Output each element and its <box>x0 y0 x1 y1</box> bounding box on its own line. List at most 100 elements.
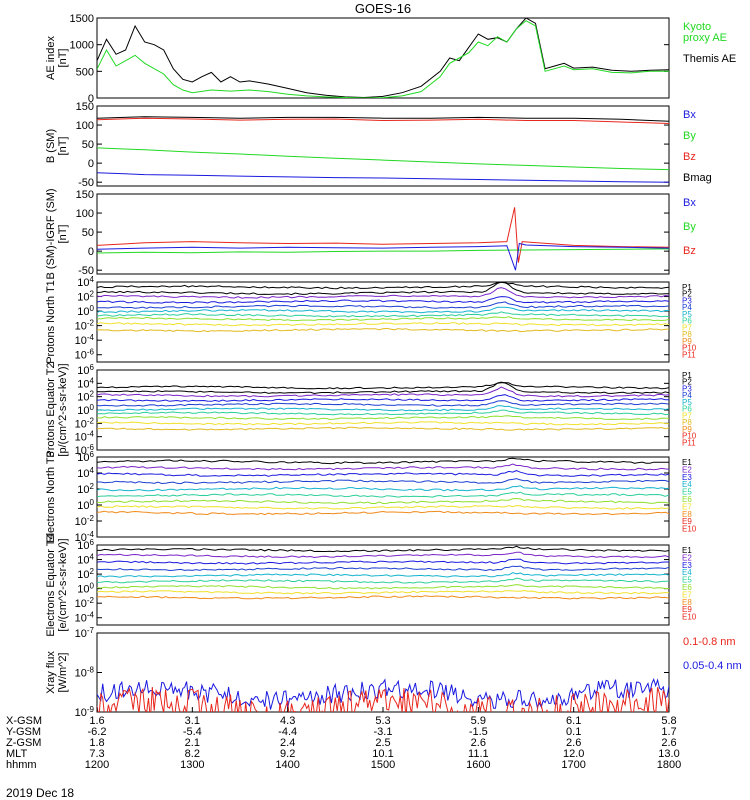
series-line-E5 <box>97 572 669 578</box>
y-tick-label: 10-4 <box>75 430 95 444</box>
y-tick-label: 102 <box>77 390 94 404</box>
y-tick-label: 100 <box>77 582 94 596</box>
x-tick-label: 1200 <box>85 759 109 771</box>
series-line-P10 <box>97 327 669 333</box>
legend-label: E8 <box>682 510 692 519</box>
y-tick-label: 104 <box>77 376 94 390</box>
legend-label: P11 <box>682 438 696 447</box>
y-tick-label: 100 <box>76 208 94 220</box>
legend-label: P3 <box>682 296 692 305</box>
series-line-E6 <box>97 491 669 498</box>
legend-label: E3 <box>682 561 692 570</box>
y-axis-title: AE index[nT] <box>45 35 69 80</box>
x-tick-label: 1700 <box>561 759 585 771</box>
legend-label: P5 <box>682 398 692 407</box>
x-tick-label: 5.8 <box>661 715 676 727</box>
x-tick-label: 1400 <box>275 759 299 771</box>
series-line-E6 <box>97 577 669 584</box>
legend-label: E1 <box>682 546 692 555</box>
date-label: 2019 Dec 18 <box>6 786 74 800</box>
x-tick-label: 2.6 <box>661 737 676 749</box>
y-tick-label: 50 <box>82 139 94 151</box>
panel-frame <box>96 281 670 363</box>
y-tick-label: 102 <box>77 567 94 581</box>
series-line-By <box>97 147 669 171</box>
y-tick-label: 10-7 <box>75 626 95 640</box>
series-line-E1 <box>97 545 669 553</box>
x-row-label: Z-GSM <box>6 737 41 749</box>
series-line-E7 <box>97 584 669 590</box>
series-line-P1 <box>97 282 669 290</box>
x-tick-label: 2.1 <box>185 737 200 749</box>
x-tick-label: 4.3 <box>280 715 295 727</box>
legend-label: proxy AE <box>683 32 727 44</box>
y-tick-label: 10-2 <box>75 416 95 430</box>
series-line-P4 <box>97 394 669 402</box>
y-axis-title: B (SM)-IGRF (SM)[nT] <box>45 188 69 279</box>
x-row-label: MLT <box>6 748 27 760</box>
y-tick-label: 100 <box>77 403 94 417</box>
y-tick-label: 150 <box>76 101 94 113</box>
panel-series <box>97 116 669 183</box>
legend-label: P2 <box>682 378 692 387</box>
series-line-P6 <box>97 306 669 314</box>
panel-frame <box>96 193 670 275</box>
y-tick-label: -50 <box>78 177 94 189</box>
x-tick-label: 1.7 <box>661 726 676 738</box>
legend-label: P4 <box>682 391 692 400</box>
y-tick-label: 100 <box>77 498 94 512</box>
legend-label: E7 <box>682 590 692 599</box>
panel-series <box>97 207 669 271</box>
legend-label: P3 <box>682 384 692 393</box>
legend-label: E4 <box>682 480 692 489</box>
x-tick-label: 8.2 <box>185 748 200 760</box>
panel-7: Xray flux[W/m^2] 0.1-0.8 nm 0.05-0.4 nm <box>45 632 742 713</box>
x-tick-label: 1.6 <box>89 715 104 727</box>
y-tick-label: 100 <box>77 304 94 318</box>
y-tick-label: 10-4 <box>75 530 95 544</box>
legend-label: E10 <box>682 613 697 622</box>
legend-label: P6 <box>682 317 692 326</box>
y-axis-title: Xray flux[W/m^2] <box>45 651 69 694</box>
series-line-E3 <box>97 558 669 565</box>
legend-label: P9 <box>682 337 692 346</box>
series-line-P5 <box>97 400 669 407</box>
series-line-Bz <box>97 117 669 124</box>
series-line-E9 <box>97 595 669 600</box>
series-line-Themis AE <box>97 18 669 98</box>
y-tick-label: 1500 <box>70 13 94 25</box>
x-tick-label: 9.2 <box>280 748 295 760</box>
figure-title: GOES-16 <box>355 1 411 16</box>
y-axis-title: Electrons Equator T4[e/(cm^2-s-sr-keV)] <box>45 533 69 636</box>
x-row-label: X-GSM <box>6 715 42 727</box>
y-tick-label: 10-8 <box>75 666 95 680</box>
series-line-P3 <box>97 386 669 398</box>
panel-4: Protons Equator T2[p/(cm^2-s-sr-keV)] P1P… <box>45 362 697 457</box>
series-line-By <box>97 248 669 254</box>
legend-label: E3 <box>682 473 692 482</box>
series-line-Bz <box>97 207 669 263</box>
series-line-E9 <box>97 510 669 516</box>
y-tick-label: 10-2 <box>75 596 95 610</box>
legend-label: E10 <box>682 525 697 534</box>
legend-label: 0.05-0.4 nm <box>683 660 742 672</box>
x-row-label: hhmm <box>6 759 37 771</box>
legend-label: E4 <box>682 568 692 577</box>
legend-label: E2 <box>682 465 692 474</box>
series-line-E5 <box>97 485 669 492</box>
legend-label: E9 <box>682 605 692 614</box>
y-tick-label: 104 <box>77 466 94 480</box>
x-tick-label: 5.3 <box>375 715 390 727</box>
y-tick-label: 106 <box>77 363 94 377</box>
panel-1: B (SM)[nT] Bx By Bz Bmag <box>45 105 712 187</box>
x-tick-label: -4.4 <box>278 726 297 738</box>
series-line-Kyoto proxy AE <box>97 20 669 98</box>
y-tick-label: 10-6 <box>75 443 95 457</box>
x-tick-label: 13.0 <box>658 748 679 760</box>
y-tick-label: 10-6 <box>75 348 95 362</box>
legend-label: E9 <box>682 517 692 526</box>
legend-label: E5 <box>682 488 692 497</box>
legend-label: P8 <box>682 418 692 427</box>
